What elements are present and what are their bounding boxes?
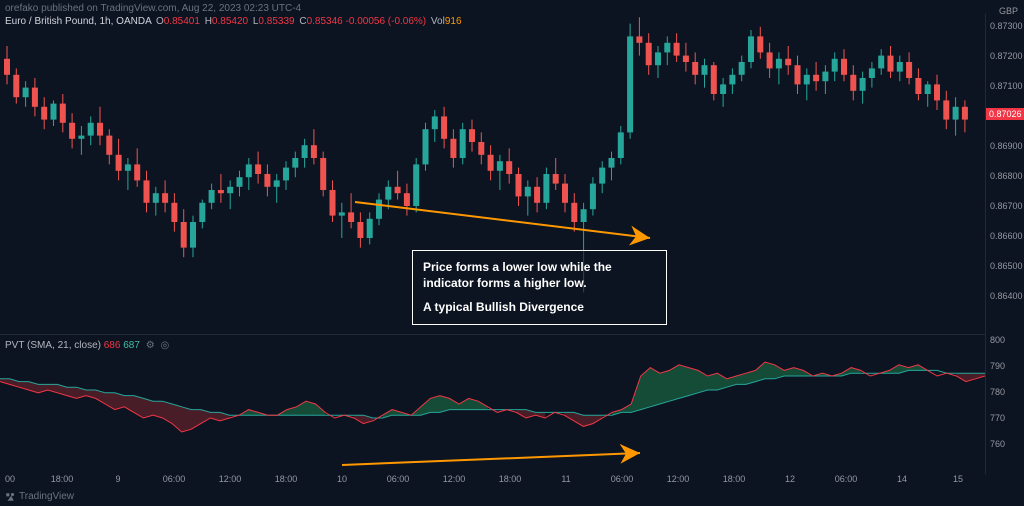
tradingview-watermark: TradingView [5,491,74,502]
vol-label: Vol [431,16,445,27]
x-axis-tick: 12:00 [667,474,690,484]
x-axis-tick: 12:00 [443,474,466,484]
y-axis-tick: 0.86700 [990,201,1023,211]
visibility-icon[interactable]: ◎ [160,340,169,351]
divergence-arrow-indicator [342,453,640,465]
y-axis-tick: 0.86400 [990,291,1023,301]
x-axis-tick: 06:00 [163,474,186,484]
y-axis-tick: 0.87300 [990,21,1023,31]
x-axis-tick: 11 [561,474,570,484]
chart-legend-indicator: PVT (SMA, 21, close) 686 687 ⚙ ◎ [5,340,169,351]
ohlc-c: 0.85346 [307,16,343,27]
symbol-name: Euro / British Pound, 1h, OANDA [5,16,151,27]
x-axis-tick: 06:00 [611,474,634,484]
annotation-line-2: indicator forms a higher low. [423,275,656,291]
ohlc-c-label: C [299,16,306,27]
tradingview-logo-icon [5,492,15,502]
divergence-arrow-price [355,202,650,238]
time-axis[interactable]: 00 18:00 9 06:00 12:00 18:00 10 06:00 12:00 18:00… [0,474,985,488]
y-axis-tick: 790 [990,361,1005,371]
y-axis-tick: 760 [990,439,1005,449]
y-axis-tick: 770 [990,413,1005,423]
y-axis-tick: 0.86500 [990,261,1023,271]
chart-legend-main: Euro / British Pound, 1h, OANDA O0.85401… [5,16,462,27]
x-axis-tick: 00 [5,474,15,484]
x-axis-tick: 10 [337,474,347,484]
last-price-tag: 0.87026 [986,108,1024,120]
y-axis-tick: 0.87200 [990,51,1023,61]
vol-value: 916 [445,16,462,27]
x-axis-tick: 15 [953,474,963,484]
ohlc-change: -0.00056 (-0.06%) [346,16,427,27]
x-axis-tick: 12 [785,474,795,484]
annotation-callout[interactable]: Price forms a lower low while the indica… [412,250,667,325]
x-axis-tick: 12:00 [219,474,242,484]
x-axis-tick: 06:00 [835,474,858,484]
x-axis-tick: 18:00 [51,474,74,484]
ohlc-l: 0.85339 [258,16,294,27]
ohlc-o: 0.85401 [164,16,200,27]
x-axis-tick: 18:00 [723,474,746,484]
x-axis-tick: 18:00 [275,474,298,484]
price-axis[interactable]: GBP 0.873000.872000.871000.870000.869000… [985,14,1024,474]
ohlc-h-label: H [205,16,212,27]
y-axis-tick: 0.86900 [990,141,1023,151]
indicator-name: PVT (SMA, 21, close) [5,340,101,351]
y-axis-tick: 0.86800 [990,171,1023,181]
publish-info: orefako published on TradingView.com, Au… [5,3,301,14]
watermark-text: TradingView [19,491,74,502]
currency-label: GBP [999,6,1018,16]
indicator-v1: 686 [104,340,121,351]
ohlc-h: 0.85420 [212,16,248,27]
y-axis-tick: 800 [990,335,1005,345]
indicator-v2: 687 [123,340,140,351]
x-axis-tick: 9 [115,474,120,484]
x-axis-tick: 14 [897,474,907,484]
gear-icon[interactable]: ⚙ [146,340,155,351]
y-axis-tick: 0.87100 [990,81,1023,91]
y-axis-tick: 0.86600 [990,231,1023,241]
indicator-chart[interactable] [0,334,985,474]
x-axis-tick: 06:00 [387,474,410,484]
annotation-line-3: A typical Bullish Divergence [423,299,656,315]
x-axis-tick: 18:00 [499,474,522,484]
annotation-line-1: Price forms a lower low while the [423,259,656,275]
ohlc-o-label: O [156,16,164,27]
y-axis-tick: 780 [990,387,1005,397]
